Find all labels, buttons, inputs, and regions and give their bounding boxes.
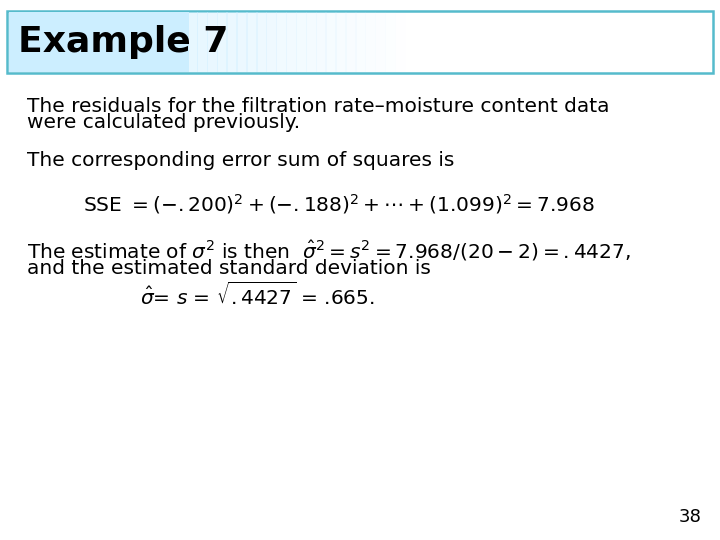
Bar	[355, 12, 366, 72]
Bar	[177, 12, 189, 72]
Bar	[108, 12, 119, 72]
Bar	[236, 12, 248, 72]
Bar	[325, 12, 337, 72]
Bar	[276, 12, 287, 72]
Text: The corresponding error sum of squares is: The corresponding error sum of squares i…	[27, 151, 455, 170]
Bar	[395, 12, 406, 72]
FancyBboxPatch shape	[7, 11, 713, 73]
Bar	[157, 12, 168, 72]
Bar	[88, 12, 99, 72]
Bar	[138, 12, 149, 72]
Bar	[346, 12, 356, 72]
Bar	[207, 12, 218, 72]
Bar	[336, 12, 347, 72]
Bar	[385, 12, 396, 72]
Bar	[19, 12, 30, 72]
Bar	[246, 12, 258, 72]
Bar	[217, 12, 228, 72]
Bar	[197, 12, 208, 72]
Text: The residuals for the filtration rate–moisture content data: The residuals for the filtration rate–mo…	[27, 97, 610, 116]
Text: and the estimated standard deviation is: and the estimated standard deviation is	[27, 259, 431, 278]
Bar	[167, 12, 179, 72]
Bar	[78, 12, 89, 72]
Text: 38: 38	[679, 509, 702, 526]
Bar	[48, 12, 60, 72]
Bar	[38, 12, 50, 72]
Bar	[227, 12, 238, 72]
Bar	[117, 12, 129, 72]
Text: Example 7: Example 7	[18, 25, 228, 59]
FancyBboxPatch shape	[9, 12, 189, 72]
Bar	[98, 12, 109, 72]
Bar	[127, 12, 139, 72]
Bar	[68, 12, 79, 72]
Bar	[296, 12, 307, 72]
Bar	[148, 12, 158, 72]
Text: The estimate of $\sigma^2$ is then  $\hat{\sigma}^{2} = s^2 = 7.968/(20 - 2) = .: The estimate of $\sigma^2$ is then $\hat…	[27, 239, 631, 262]
Text: $\hat{\sigma}$= $s$ = $\sqrt{.4427}$ = .665.: $\hat{\sigma}$= $s$ = $\sqrt{.4427}$ = .…	[140, 282, 375, 309]
Bar	[266, 12, 277, 72]
Text: were calculated previously.: were calculated previously.	[27, 113, 300, 132]
Bar	[306, 12, 317, 72]
Bar	[187, 12, 198, 72]
Bar	[365, 12, 377, 72]
Text: SSE $= (-.200)^2 + (-.188)^2 + \cdots + (1.099)^2 = 7.968$: SSE $= (-.200)^2 + (-.188)^2 + \cdots + …	[83, 192, 595, 215]
Bar	[315, 12, 327, 72]
Bar	[286, 12, 297, 72]
Bar	[256, 12, 268, 72]
Bar	[375, 12, 387, 72]
Bar	[9, 12, 20, 72]
Bar	[29, 12, 40, 72]
Bar	[58, 12, 69, 72]
